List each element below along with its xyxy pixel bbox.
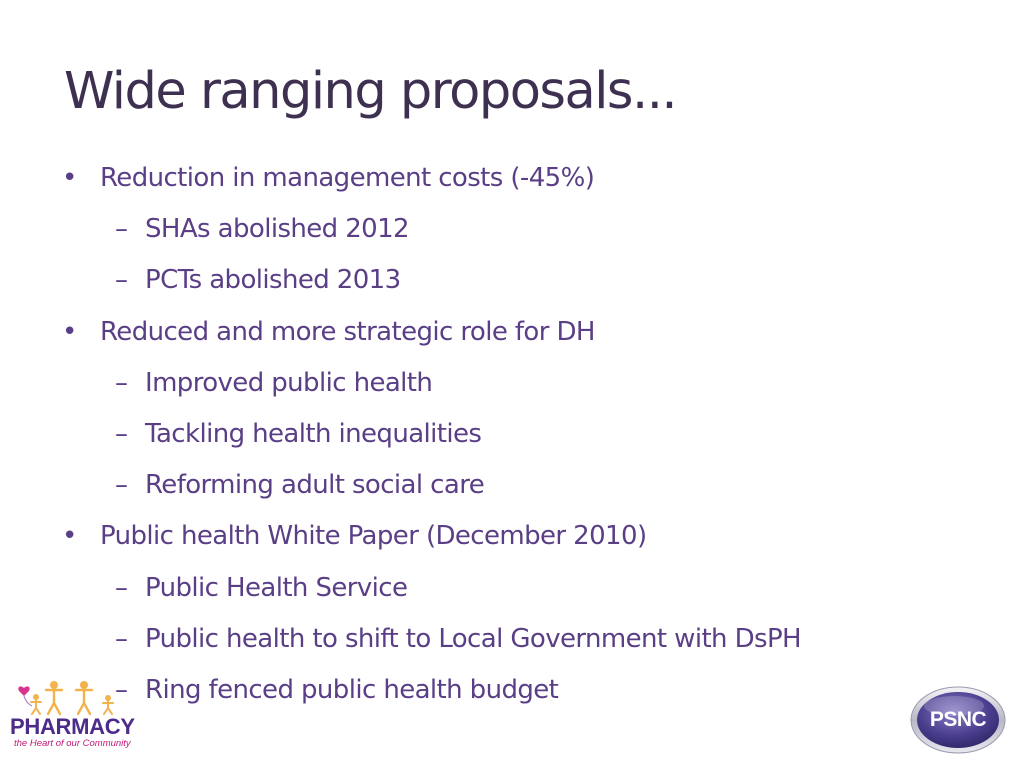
bullet-text: Public health White Paper (December 2010… [100,521,647,552]
dash-marker: – [115,470,128,501]
bullet-text: Reduced and more strategic role for DH [100,316,595,347]
sub-bullet-text: PCTs abolished 2013 [145,265,401,296]
slide-title: Wide ranging proposals... [64,62,678,121]
sub-bullet-text: Improved public health [145,367,433,398]
sub-bullet-text: Public health to shift to Local Governme… [145,623,802,654]
sub-bullet-item: – PCTs abolished 2013 [60,257,801,308]
bullet-list: • Reduction in management costs (-45%) – S… [60,155,802,718]
dash-marker: – [115,265,128,296]
sub-bullet-item: – Ring fenced public health budget [60,667,801,718]
bullet-item: • Public health White Paper (December 201… [60,513,801,564]
sub-bullet-item: – Tackling health inequalities [60,411,801,462]
sub-bullet-item: – SHAs abolished 2012 [60,206,801,257]
bullet-marker: • [62,521,77,552]
stick-figures-with-heart-balloon-icon [18,681,114,716]
sub-bullet-text: Public Health Service [145,572,408,603]
sub-bullet-text: SHAs abolished 2012 [145,214,410,245]
dash-marker: – [115,367,128,398]
bullet-item: • Reduced and more strategic role for DH [60,309,801,360]
dash-marker: – [115,674,128,705]
bullet-item: • Reduction in management costs (-45%) [60,155,801,206]
dash-marker: – [115,623,128,654]
sub-bullet-item: – Improved public health [60,360,801,411]
psnc-wordmark: PSNC [929,708,987,731]
psnc-oval-badge-icon [910,686,1006,754]
bullet-marker: • [62,316,77,347]
dash-marker: – [115,418,128,449]
bullet-text: Reduction in management costs (-45%) [100,163,595,193]
sub-bullet-text: Reforming adult social care [145,470,485,501]
sub-bullet-item: – Public health to shift to Local Governm… [60,616,802,667]
pharmacy-wordmark: PHARMACY [10,714,135,739]
bullet-marker: • [62,163,77,193]
sub-bullet-item: – Reforming adult social care [60,462,801,513]
sub-bullet-item: – Public Health Service [60,565,801,616]
pharmacy-tagline: the Heart of our Community [14,738,131,749]
psnc-logo: PSNC [910,686,1006,754]
pharmacy-logo: PHARMACY the Heart of our Community [10,676,144,756]
dash-marker: – [115,214,128,245]
dash-marker: – [115,572,128,603]
sub-bullet-text: Tackling health inequalities [145,418,482,449]
sub-bullet-text: Ring fenced public health budget [145,674,559,705]
